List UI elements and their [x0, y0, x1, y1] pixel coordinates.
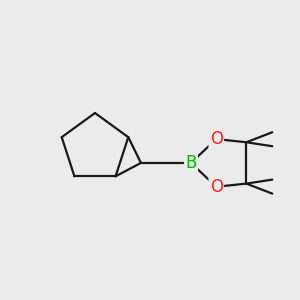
Text: O: O [210, 130, 223, 148]
Text: B: B [185, 154, 197, 172]
Text: O: O [210, 178, 223, 196]
